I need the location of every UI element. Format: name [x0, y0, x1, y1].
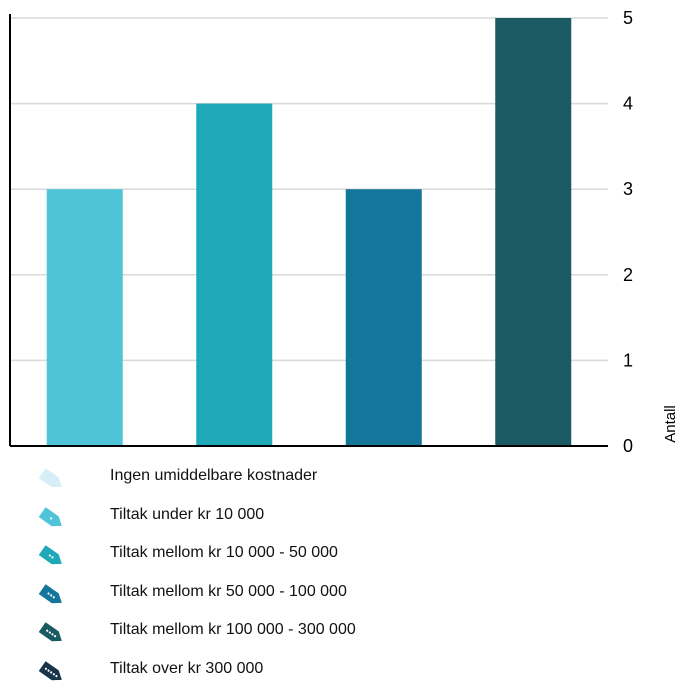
- y-tick-label: 1: [623, 350, 633, 370]
- price-tag-icon: [36, 620, 68, 648]
- bars: [47, 18, 572, 446]
- y-tick-label: 3: [623, 179, 633, 199]
- bar: [495, 18, 571, 446]
- legend-item: Tiltak under kr 10 000: [30, 501, 670, 540]
- bar: [196, 104, 272, 446]
- legend-item: Ingen umiddelbare kostnader: [30, 462, 670, 501]
- bar-chart: 0 1 2 3 4 5 Antall: [0, 0, 681, 460]
- price-tag-icon: [36, 543, 68, 571]
- bar: [47, 189, 123, 446]
- y-tick-label: 4: [623, 94, 633, 114]
- y-tick-label: 0: [623, 436, 633, 456]
- price-tag-icon: [36, 466, 68, 494]
- bar: [346, 189, 422, 446]
- price-tag-icon: [36, 582, 68, 610]
- legend-label: Tiltak under kr 10 000: [110, 506, 264, 524]
- legend-label: Ingen umiddelbare kostnader: [110, 467, 317, 485]
- legend-item: Tiltak mellom kr 10 000 - 50 000: [30, 539, 670, 578]
- y-tick-labels: 0 1 2 3 4 5: [623, 8, 633, 456]
- legend-label: Tiltak mellom kr 100 000 - 300 000: [110, 621, 356, 639]
- legend-item: Tiltak mellom kr 100 000 - 300 000: [30, 616, 670, 655]
- y-tick-label: 2: [623, 265, 633, 285]
- legend-item: Tiltak over kr 300 000: [30, 655, 670, 693]
- price-tag-icon: [36, 659, 68, 687]
- y-axis-title: Antall: [662, 405, 679, 443]
- legend-label: Tiltak mellom kr 10 000 - 50 000: [110, 544, 338, 562]
- legend: Ingen umiddelbare kostnader Tiltak under …: [30, 462, 670, 693]
- legend-item: Tiltak mellom kr 50 000 - 100 000: [30, 578, 670, 617]
- legend-label: Tiltak mellom kr 50 000 - 100 000: [110, 583, 347, 601]
- legend-label: Tiltak over kr 300 000: [110, 660, 263, 678]
- price-tag-icon: [36, 505, 68, 533]
- y-tick-label: 5: [623, 8, 633, 28]
